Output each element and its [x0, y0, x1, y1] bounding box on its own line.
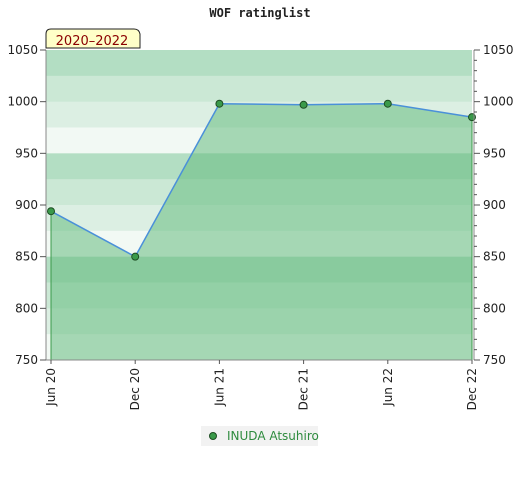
background-band [46, 75, 472, 103]
x-tick-label: Dec 21 [297, 368, 311, 410]
data-point [131, 252, 140, 261]
y-tick-label-left: 750 [15, 353, 38, 367]
y-tick-label-right: 1000 [483, 95, 514, 109]
y-tick-label-left: 900 [15, 198, 38, 212]
data-point [299, 100, 308, 109]
y-tick-label-left: 800 [15, 301, 38, 315]
x-tick-label: Dec 22 [465, 368, 479, 410]
y-tick-label-left: 1050 [7, 43, 38, 57]
period-badge: 2020–2022 [45, 28, 141, 49]
series-area [51, 103, 472, 360]
series-line-layer [50, 102, 473, 258]
legend: INUDA Atsuhiro [201, 426, 319, 446]
x-tick-label: Jun 22 [381, 368, 395, 407]
data-point [383, 99, 392, 108]
y-tick-label-right: 800 [483, 301, 506, 315]
legend-box [201, 426, 318, 446]
y-tick-label-right: 900 [483, 198, 506, 212]
area-fill-layer [50, 103, 473, 360]
y-tick-label-right: 750 [483, 353, 506, 367]
y-tick-label-left: 1000 [7, 95, 38, 109]
y-tick-label-right: 1050 [483, 43, 514, 57]
data-point [215, 99, 224, 108]
y-tick-label-left: 850 [15, 250, 38, 264]
legend-marker-icon [209, 432, 217, 440]
axes-layer: 750 750 800 800 850 850 900 900 950 950 1000 1000 10… [7, 43, 513, 410]
x-tick-label: Jun 21 [212, 368, 226, 407]
x-tick-label: Dec 20 [128, 368, 142, 410]
series-line [50, 102, 473, 258]
background-band [46, 50, 472, 77]
y-tick-label-right: 850 [483, 250, 506, 264]
x-tick-label: Jun 20 [44, 368, 58, 407]
legend-label: INUDA Atsuhiro [227, 429, 319, 443]
y-tick-label-right: 950 [483, 146, 506, 160]
y-tick-label-left: 950 [15, 146, 38, 160]
chart-title: WOF ratinglist [209, 6, 310, 20]
period-label: 2020–2022 [56, 34, 129, 49]
data-point [47, 207, 55, 216]
